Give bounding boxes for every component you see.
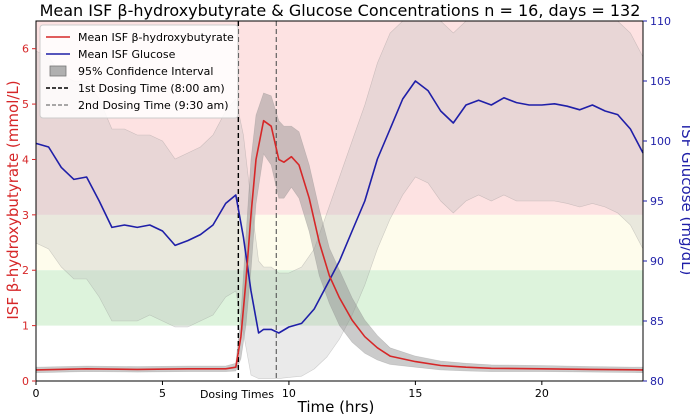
y-right-tick-label: 80 [650, 375, 664, 388]
y-left-tick-label: 5 [22, 98, 29, 111]
legend-label-2: 95% Confidence Interval [78, 65, 213, 78]
series-lines [35, 80, 644, 371]
x-tick-label: 10 [282, 387, 296, 400]
x-tick-label: 15 [408, 387, 422, 400]
x-axis-title: Time (hrs) [297, 398, 375, 416]
x-tick-label: 20 [535, 387, 549, 400]
bhb-line [35, 119, 644, 371]
y-left-tick-label: 2 [22, 264, 29, 277]
y-left-tick-label: 1 [22, 320, 29, 333]
y-right-tick-label: 85 [650, 315, 664, 328]
y-right-tick-label: 105 [650, 75, 671, 88]
x-tick-label: 5 [159, 387, 166, 400]
y-right-tick-label: 90 [650, 255, 664, 268]
y-axis-left-title: ISF β-hydroxybutyrate (mmol/L) [4, 80, 22, 319]
x-tick-label: 0 [33, 387, 40, 400]
glucose-line [35, 80, 644, 334]
legend-label-1: Mean ISF Glucose [78, 48, 176, 61]
legend-label-4: 2nd Dosing Time (9:30 am) [78, 99, 229, 112]
axes: 0 5 10 15 20 0 1 2 3 4 5 6 80 85 90 95 100 105 110 [22, 15, 671, 400]
chart-title: Mean ISF β-hydroxybutyrate & Glucose Con… [40, 1, 641, 20]
y-left-tick-label: 0 [22, 375, 29, 388]
legend: Mean ISF β-hydroxybutyrate Mean ISF Gluco… [39, 24, 239, 119]
y-right-tick-label: 100 [650, 135, 671, 148]
legend-swatch-2 [49, 65, 67, 77]
y-left-tick-label: 6 [22, 43, 29, 56]
y-left-tick-label: 4 [22, 153, 29, 166]
y-right-tick-label: 95 [650, 195, 664, 208]
legend-box [39, 24, 239, 119]
legend-label-3: 1st Dosing Time (8:00 am) [78, 82, 225, 95]
y-right-tick-label: 110 [650, 15, 671, 28]
legend-label-0: Mean ISF β-hydroxybutyrate [78, 31, 234, 44]
dosing-times-label: Dosing Times [200, 388, 274, 401]
y-axis-right-title: ISF Glucose (mg/dL) [678, 125, 690, 276]
y-left-tick-label: 3 [22, 209, 29, 222]
